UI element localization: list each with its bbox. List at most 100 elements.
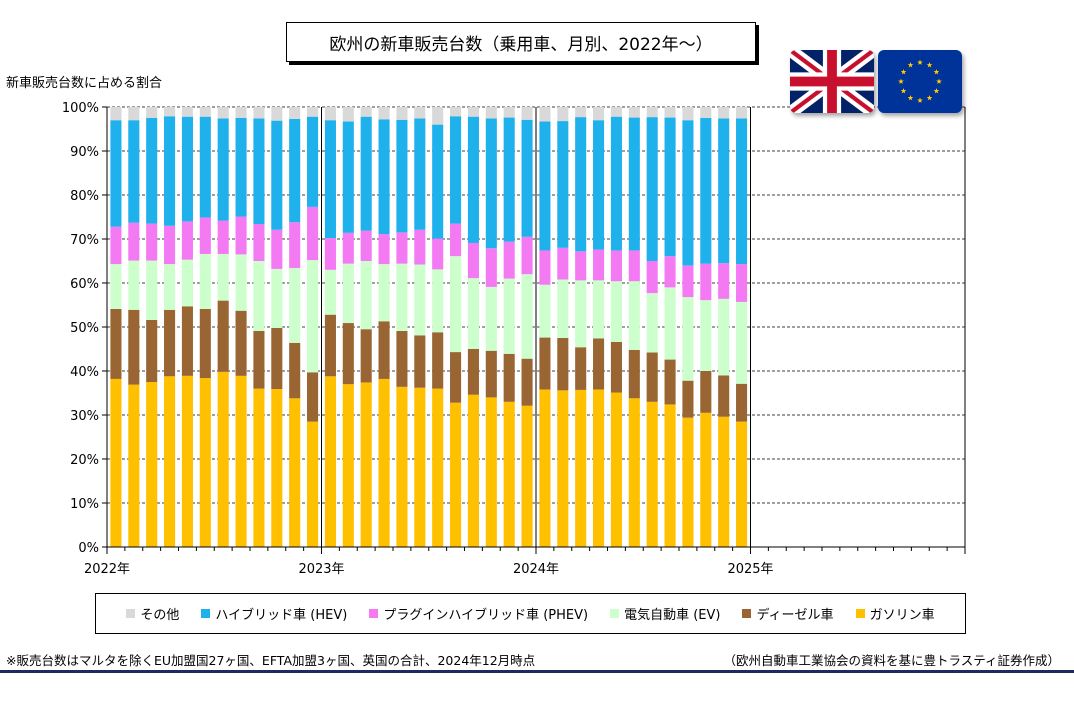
- bar-segment: [164, 264, 176, 310]
- bar-segment: [628, 349, 640, 399]
- bar-segment: [289, 342, 301, 399]
- bar-segment: [181, 375, 193, 547]
- legend-label: ガソリン車: [869, 608, 935, 623]
- bar-segment: [128, 309, 140, 385]
- bar-segment: [271, 327, 283, 390]
- bar-segment: [682, 265, 694, 298]
- star-icon: [933, 69, 940, 75]
- legend-label: ディーゼル車: [756, 608, 834, 623]
- bar-segment: [378, 264, 390, 322]
- bar-segment: [432, 269, 444, 333]
- bar-segment: [610, 281, 622, 342]
- bar-segment: [700, 107, 712, 118]
- bar-segment: [664, 287, 676, 360]
- bar-segment: [128, 120, 140, 223]
- bar-segment: [307, 421, 319, 547]
- bar-segment: [360, 329, 372, 383]
- bar-segment: [646, 117, 658, 262]
- uk-flag-icon: [790, 50, 874, 113]
- bar-segment: [664, 107, 676, 118]
- bar-segment: [628, 250, 640, 282]
- bar-segment: [593, 389, 605, 547]
- bar-segment: [217, 107, 229, 119]
- bar-segment: [700, 118, 712, 264]
- bar-segment: [146, 260, 158, 320]
- bar-segment: [467, 116, 479, 243]
- y-axis-label: 新車販売台数に占める割合: [6, 76, 163, 91]
- bar-segment: [360, 230, 372, 261]
- bar-segment: [539, 337, 551, 390]
- bar-segment: [718, 416, 730, 547]
- bar-segment: [467, 242, 479, 279]
- y-tick-label: 60%: [70, 277, 99, 292]
- bar-segment: [253, 224, 265, 261]
- bar-segment: [235, 375, 247, 547]
- bar-segment: [593, 280, 605, 339]
- bar-segment: [521, 405, 533, 547]
- bar-segment: [503, 107, 515, 118]
- stacked-bar-chart: 0% 10% 20% 30% 40% 50% 60% 70% 80% 90% 100% 2022年 20…: [62, 101, 966, 577]
- bar-segment: [324, 314, 336, 377]
- bar-segment: [503, 278, 515, 354]
- bar-segment: [253, 330, 265, 389]
- bar-segment: [718, 375, 730, 417]
- footnote-credit: （欧州自動車工業協会の資料を基に豊トラスティ証券作成）: [723, 653, 1060, 668]
- bar-segment: [307, 206, 319, 261]
- bar-segment: [593, 249, 605, 281]
- bar-segment: [342, 323, 354, 385]
- legend-item: プラグインハイブリッド車 (PHEV): [369, 604, 588, 623]
- bar-segment: [199, 308, 211, 379]
- bar-segment: [700, 263, 712, 301]
- bar-segment: [199, 116, 211, 218]
- bar-segment: [718, 298, 730, 376]
- star-icon: [898, 78, 904, 84]
- bar-segment: [682, 380, 694, 418]
- legend-item: ガソリン車: [855, 604, 935, 623]
- legend-label: ハイブリッド車 (HEV): [215, 608, 348, 623]
- bar-segment: [414, 118, 426, 230]
- bar-segment: [271, 389, 283, 547]
- bar-segment: [324, 269, 336, 315]
- bar-segment: [539, 389, 551, 547]
- bar-segment: [503, 241, 515, 279]
- bar-segment: [539, 121, 551, 251]
- bar-segment: [414, 335, 426, 388]
- x-tick-label: 2023年: [298, 562, 344, 577]
- bar-segment: [557, 107, 569, 122]
- bar-segment: [128, 384, 140, 547]
- y-tick-label: 90%: [70, 145, 99, 160]
- bar-segment: [110, 120, 122, 227]
- bar-segment: [307, 107, 319, 117]
- bar-segment: [342, 263, 354, 324]
- x-tick-label: 2024年: [513, 562, 559, 577]
- bar-segment: [396, 232, 408, 264]
- bar-segment: [307, 116, 319, 207]
- bar-segment: [110, 107, 122, 121]
- bar-segment: [467, 278, 479, 349]
- bar-segment: [450, 223, 462, 257]
- bar-segment: [557, 338, 569, 391]
- bar-segment: [557, 121, 569, 248]
- bar-segment: [682, 107, 694, 121]
- chart-legend: その他 ハイブリッド車 (HEV) プラグインハイブリッド車 (PHEV) 電気自動車…: [95, 593, 966, 634]
- bar-segment: [575, 117, 587, 252]
- bar-segment: [217, 253, 229, 301]
- bar-segment: [199, 217, 211, 254]
- bar-segment: [521, 107, 533, 120]
- footnote-source: ※販売台数はマルタを除くEU加盟国27ヶ国、EFTA加盟3ヶ国、英国の合計、20…: [6, 653, 536, 668]
- y-tick-label: 30%: [70, 409, 99, 424]
- bar-segment: [289, 222, 301, 269]
- bar-segment: [128, 107, 140, 121]
- bar-segment: [342, 384, 354, 547]
- bar-segment: [360, 261, 372, 330]
- bar-segment: [164, 225, 176, 265]
- bar-segment: [539, 250, 551, 285]
- bar-segment: [181, 306, 193, 376]
- legend-swatch: [742, 609, 752, 618]
- bar-segment: [557, 247, 569, 280]
- bar-segment: [539, 284, 551, 338]
- bar-segment: [324, 107, 336, 121]
- bar-segment: [450, 107, 462, 117]
- bar-segment: [485, 286, 497, 351]
- bar-segment: [485, 397, 497, 547]
